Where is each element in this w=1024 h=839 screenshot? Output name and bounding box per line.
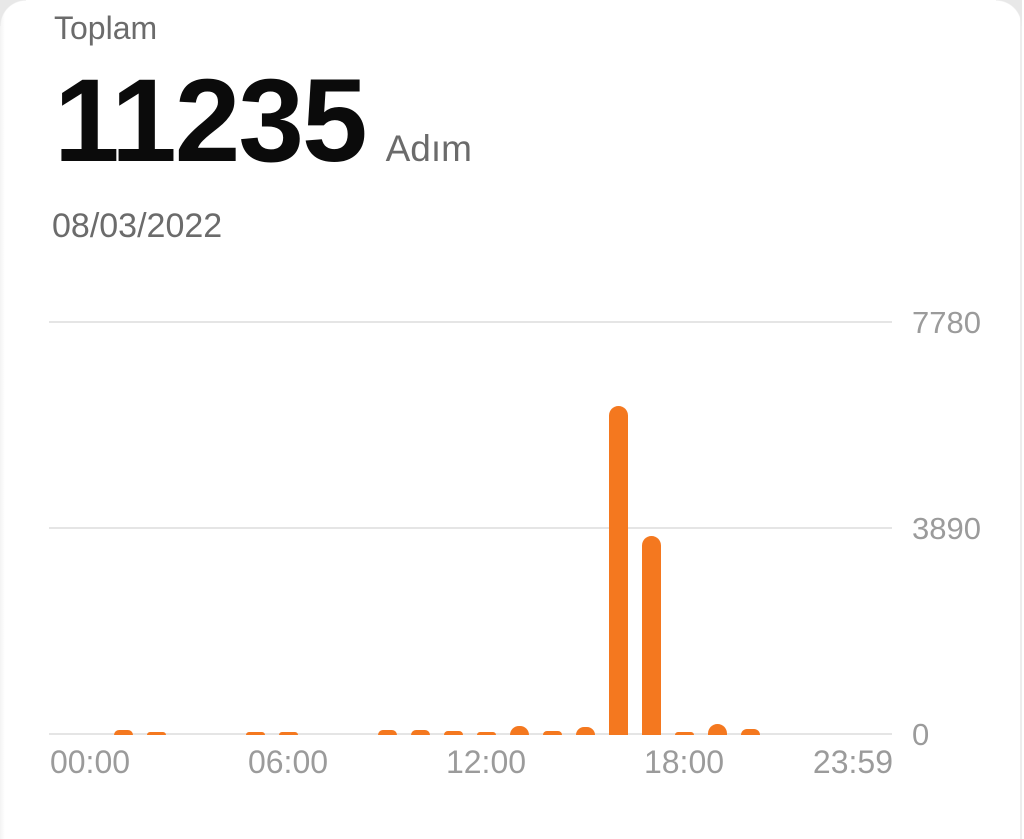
bar-13:00[interactable]	[509, 725, 529, 735]
gridline-3890	[49, 527, 892, 529]
gridline-7780	[49, 321, 892, 323]
bar-14:00[interactable]	[542, 731, 562, 735]
date-label: 08/03/2022	[52, 207, 223, 245]
y-axis-tick-3890: 3890	[912, 511, 981, 546]
left-edge-shading	[0, 0, 5, 839]
rounded-corner-top-right	[996, 0, 1022, 26]
x-axis-tick-00:00: 00:00	[49, 744, 131, 780]
bar-06:00[interactable]	[278, 732, 298, 735]
bar-10:00[interactable]	[410, 729, 430, 735]
rounded-corner-top-left	[0, 0, 26, 26]
total-steps-row: 11235 Adım	[54, 62, 472, 180]
gridline-0	[49, 733, 892, 735]
right-edge-shading	[1020, 0, 1022, 839]
bar-18:00[interactable]	[674, 732, 694, 735]
bar-02:00[interactable]	[146, 732, 166, 735]
x-axis-tick-06:00: 06:00	[247, 744, 329, 780]
x-axis-tick-18:00: 18:00	[643, 744, 725, 780]
x-axis-tick-23:59: 23:59	[812, 744, 893, 780]
bar-09:00[interactable]	[377, 729, 397, 735]
bar-12:00[interactable]	[476, 731, 496, 735]
bar-15:00[interactable]	[575, 727, 595, 735]
steps-unit-label: Adım	[385, 128, 472, 169]
y-axis-tick-7780: 7780	[912, 305, 981, 340]
bar-19:00[interactable]	[707, 724, 727, 735]
bar-05:00[interactable]	[245, 732, 265, 735]
bar-11:00[interactable]	[443, 731, 463, 735]
bar-01:00[interactable]	[113, 730, 133, 735]
bar-17:00[interactable]	[641, 536, 661, 735]
bar-20:00[interactable]	[740, 729, 760, 735]
total-label: Toplam	[54, 10, 158, 46]
y-axis-tick-0: 0	[912, 717, 930, 752]
bar-16:00[interactable]	[608, 406, 628, 735]
total-steps-value: 11235	[54, 55, 368, 187]
x-axis-tick-12:00: 12:00	[445, 744, 527, 780]
